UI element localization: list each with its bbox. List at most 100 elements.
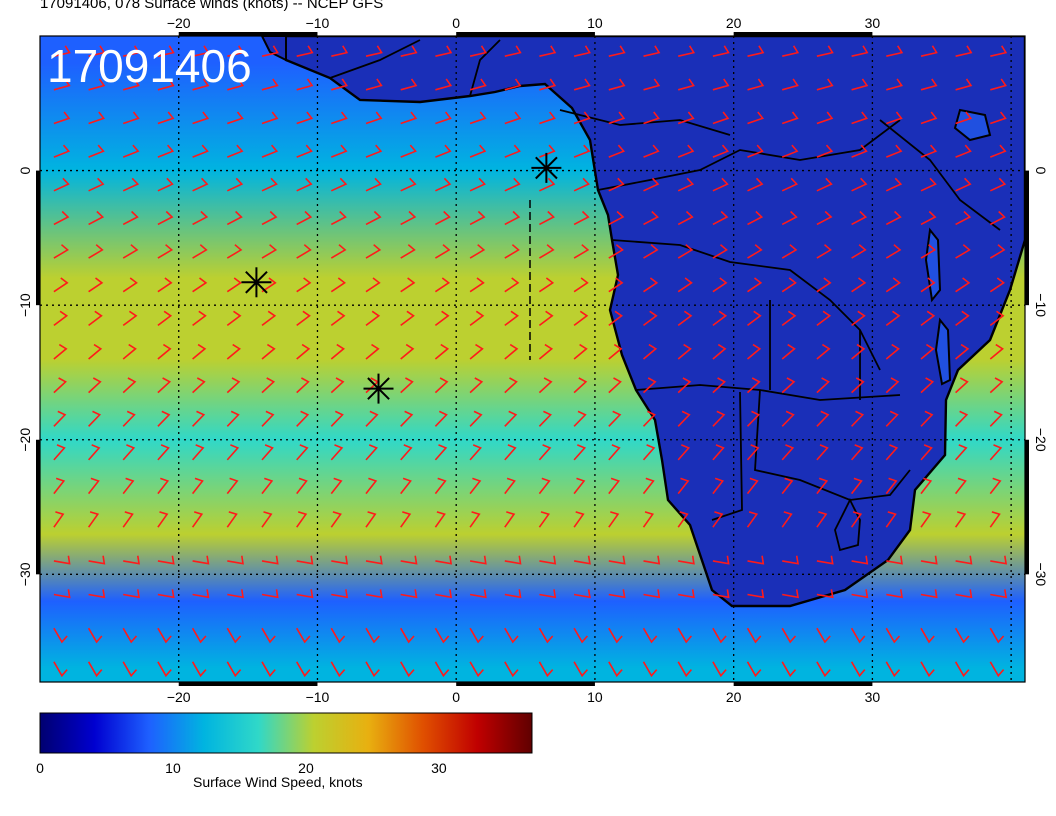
wind-barb xyxy=(296,661,311,678)
wind-barb xyxy=(261,78,279,91)
wind-barb xyxy=(434,627,450,644)
wind-barb xyxy=(296,244,312,259)
wind-barb xyxy=(885,477,898,495)
wind-barb xyxy=(851,310,866,327)
wind-barb xyxy=(781,78,799,91)
wind-barb xyxy=(504,144,521,158)
wind-barb xyxy=(816,555,834,565)
wind-barb xyxy=(123,589,140,599)
wind-barb xyxy=(192,377,206,394)
wind-barb xyxy=(850,627,866,644)
wind-barb xyxy=(122,661,138,678)
wind-barb xyxy=(816,661,831,678)
wind-barb xyxy=(955,310,970,327)
wind-barb xyxy=(504,310,519,327)
wind-barb xyxy=(400,589,418,599)
axis-labels: −20 −20 −10 −10 0 0 10 10 20 20 30 30 0 0 −10 −10 −20 −20… xyxy=(17,15,1049,705)
wind-barb xyxy=(400,444,413,461)
wind-barb xyxy=(885,661,901,678)
wind-barb xyxy=(677,627,693,644)
wind-barb xyxy=(434,410,448,427)
wind-barb xyxy=(261,627,276,644)
wind-barb xyxy=(920,244,937,259)
wind-barb xyxy=(87,477,100,495)
wind-barb xyxy=(504,78,522,91)
wind-barb xyxy=(642,511,654,528)
wind-barb xyxy=(469,45,487,57)
wind-barb xyxy=(573,78,591,91)
wind-barb xyxy=(122,210,139,226)
wind-barb xyxy=(781,244,798,259)
wind-barb xyxy=(955,45,973,57)
wind-barb xyxy=(469,444,482,461)
wind-barb xyxy=(643,310,658,327)
wind-barb xyxy=(434,277,451,293)
wind-barb xyxy=(192,177,209,192)
wind-barb xyxy=(955,78,973,91)
colorbar-label: Surface Wind Speed, knots xyxy=(193,774,363,790)
wind-barb xyxy=(573,45,591,57)
wind-barb xyxy=(365,78,383,91)
frame-tick-left xyxy=(36,439,40,575)
wind-barb xyxy=(747,210,764,226)
wind-barb xyxy=(330,210,347,226)
wind-barb xyxy=(504,277,520,293)
lon-tick-label-top: −20 xyxy=(167,15,191,31)
wind-barb xyxy=(990,111,1007,125)
wind-barb xyxy=(192,244,208,259)
wind-barb xyxy=(400,277,416,293)
wind-barb xyxy=(435,45,453,57)
wind-barb xyxy=(226,177,244,192)
wind-barb xyxy=(331,144,348,158)
wind-barb xyxy=(712,555,730,565)
wind-barb xyxy=(990,45,1008,57)
colorbar-ticks: 0 10 20 30 xyxy=(36,760,447,776)
wind-barb xyxy=(643,244,659,259)
wind-barb xyxy=(53,661,68,678)
wind-barb xyxy=(226,410,240,427)
wind-barb xyxy=(712,111,730,125)
africa-landmass xyxy=(278,36,1025,608)
wind-barb xyxy=(955,410,969,427)
wind-barb xyxy=(539,45,557,57)
wind-barb xyxy=(538,444,552,461)
wind-barb xyxy=(677,410,691,427)
wind-barb xyxy=(434,511,446,528)
wind-barb xyxy=(920,555,938,565)
wind-barb xyxy=(712,410,726,427)
wind-barb xyxy=(400,144,417,158)
wind-barb xyxy=(261,444,274,461)
wind-barb xyxy=(920,144,938,158)
wind-barb xyxy=(365,45,383,57)
wind-barb xyxy=(712,477,725,495)
wind-barb xyxy=(538,244,555,259)
wind-barb xyxy=(816,78,834,91)
wind-barb xyxy=(88,144,105,158)
wind-barb xyxy=(469,277,485,293)
wind-barb xyxy=(538,377,553,394)
wind-barb xyxy=(435,555,453,565)
wind-barb xyxy=(573,343,588,360)
lat-tick-label-left: −20 xyxy=(17,428,33,452)
wind-barb xyxy=(886,111,903,125)
lat-tick-label-left: 0 xyxy=(17,166,33,174)
wind-barb xyxy=(53,78,71,91)
wind-barb xyxy=(677,244,694,259)
wind-barb xyxy=(400,310,415,327)
wind-barb xyxy=(365,477,378,495)
wind-barb xyxy=(296,477,308,495)
wind-barb xyxy=(330,310,346,327)
wind-barb xyxy=(816,477,829,495)
wind-barb xyxy=(920,477,933,495)
wind-barb xyxy=(365,144,383,158)
wind-barb xyxy=(122,410,136,427)
lon-tick-label-bottom: −10 xyxy=(306,689,330,705)
wind-barb xyxy=(192,144,209,158)
wind-barb xyxy=(989,511,1001,528)
colorbar: 0 10 20 30 xyxy=(36,712,533,776)
wind-barb xyxy=(886,78,904,91)
wind-barb xyxy=(53,210,70,226)
lon-tick-label-top: 10 xyxy=(587,15,603,31)
wind-barb xyxy=(261,210,278,226)
frame-tick-top xyxy=(733,32,873,36)
